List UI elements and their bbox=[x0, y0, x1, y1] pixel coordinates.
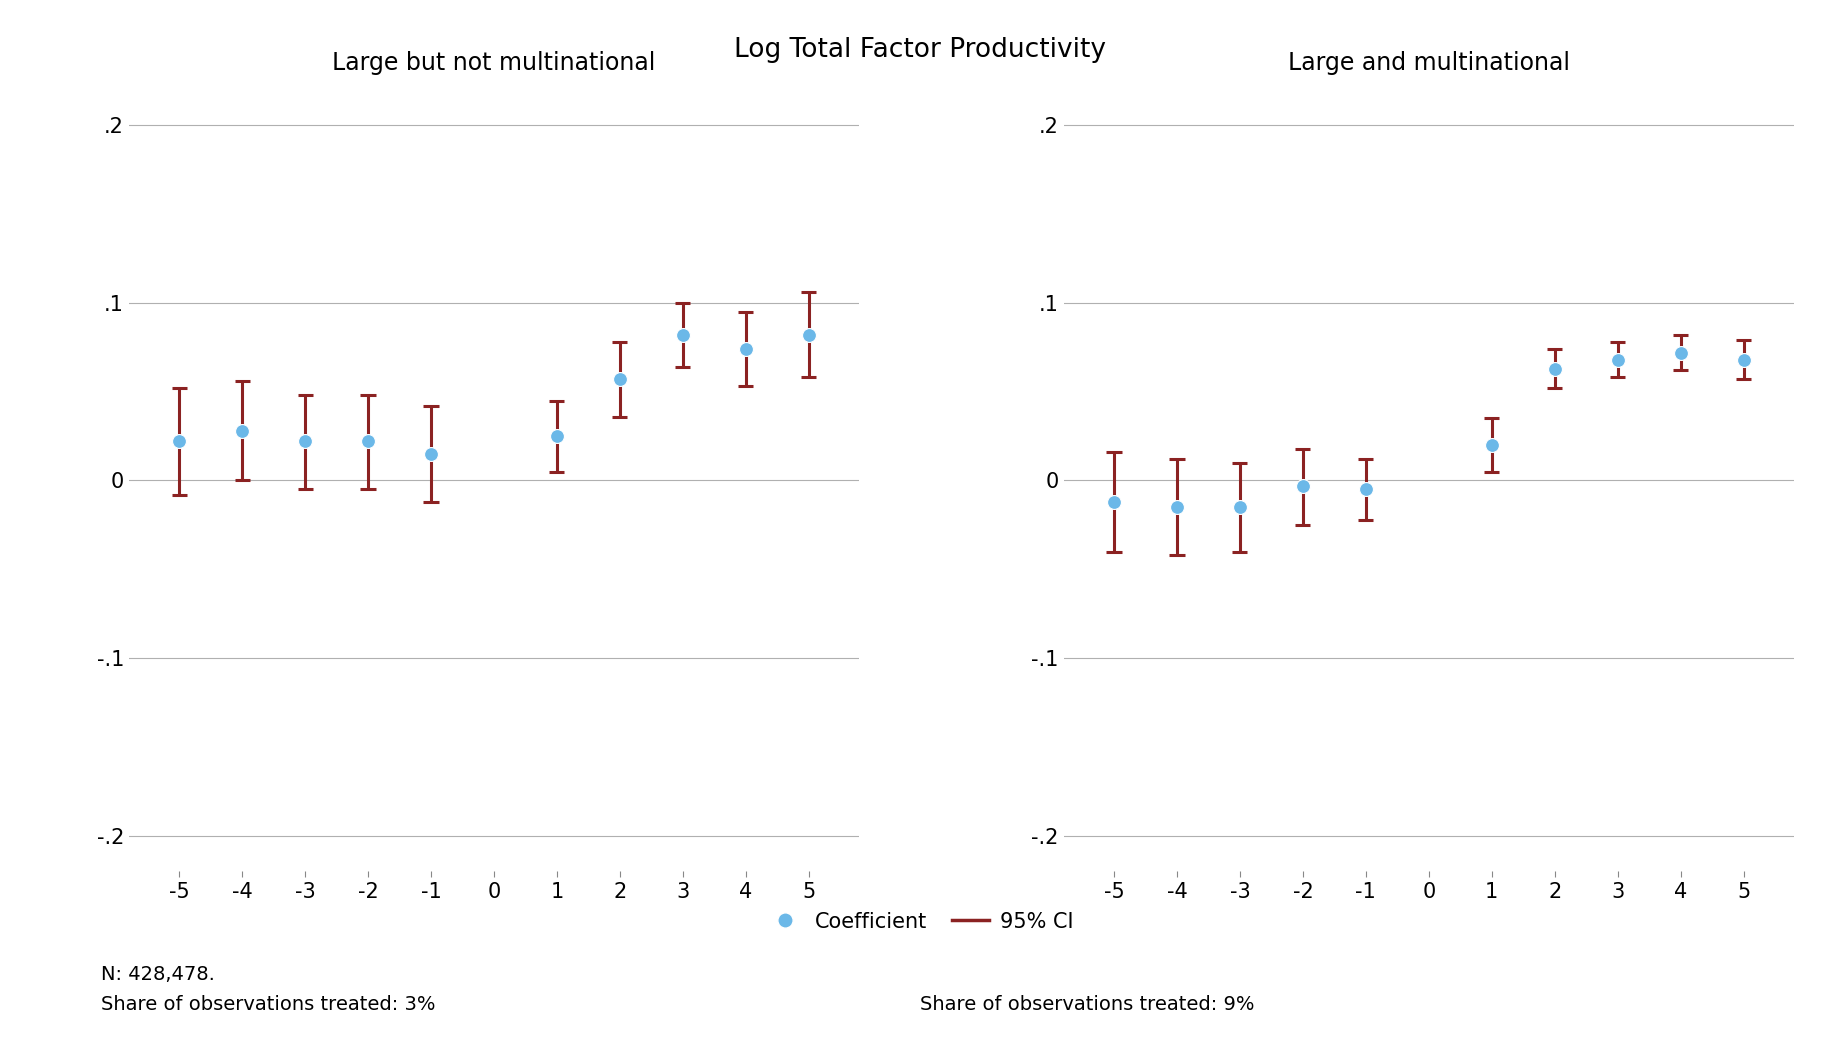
Text: Share of observations treated: 3%: Share of observations treated: 3% bbox=[101, 995, 436, 1014]
Point bbox=[353, 433, 383, 450]
Legend: Coefficient, 95% CI: Coefficient, 95% CI bbox=[758, 903, 1081, 940]
Point bbox=[605, 371, 634, 388]
Point bbox=[730, 341, 760, 358]
Text: Share of observations treated: 9%: Share of observations treated: 9% bbox=[920, 995, 1254, 1014]
Point bbox=[1539, 360, 1569, 377]
Point bbox=[1602, 352, 1631, 369]
Point bbox=[543, 428, 572, 445]
Point bbox=[1664, 344, 1694, 361]
Point bbox=[416, 446, 445, 463]
Point bbox=[1729, 352, 1758, 369]
Point bbox=[228, 422, 257, 439]
Point bbox=[291, 433, 320, 450]
Point bbox=[1162, 498, 1192, 515]
Text: N: 428,478.: N: 428,478. bbox=[101, 965, 215, 984]
Point bbox=[164, 433, 193, 450]
Point bbox=[1225, 498, 1254, 515]
Title: Large but not multinational: Large but not multinational bbox=[333, 52, 655, 75]
Point bbox=[1350, 480, 1379, 497]
Point bbox=[1098, 493, 1127, 510]
Title: Large and multinational: Large and multinational bbox=[1287, 52, 1569, 75]
Text: Log Total Factor Productivity: Log Total Factor Productivity bbox=[734, 37, 1105, 63]
Point bbox=[794, 326, 824, 343]
Point bbox=[668, 326, 697, 343]
Point bbox=[1287, 477, 1317, 494]
Point bbox=[1477, 436, 1506, 453]
